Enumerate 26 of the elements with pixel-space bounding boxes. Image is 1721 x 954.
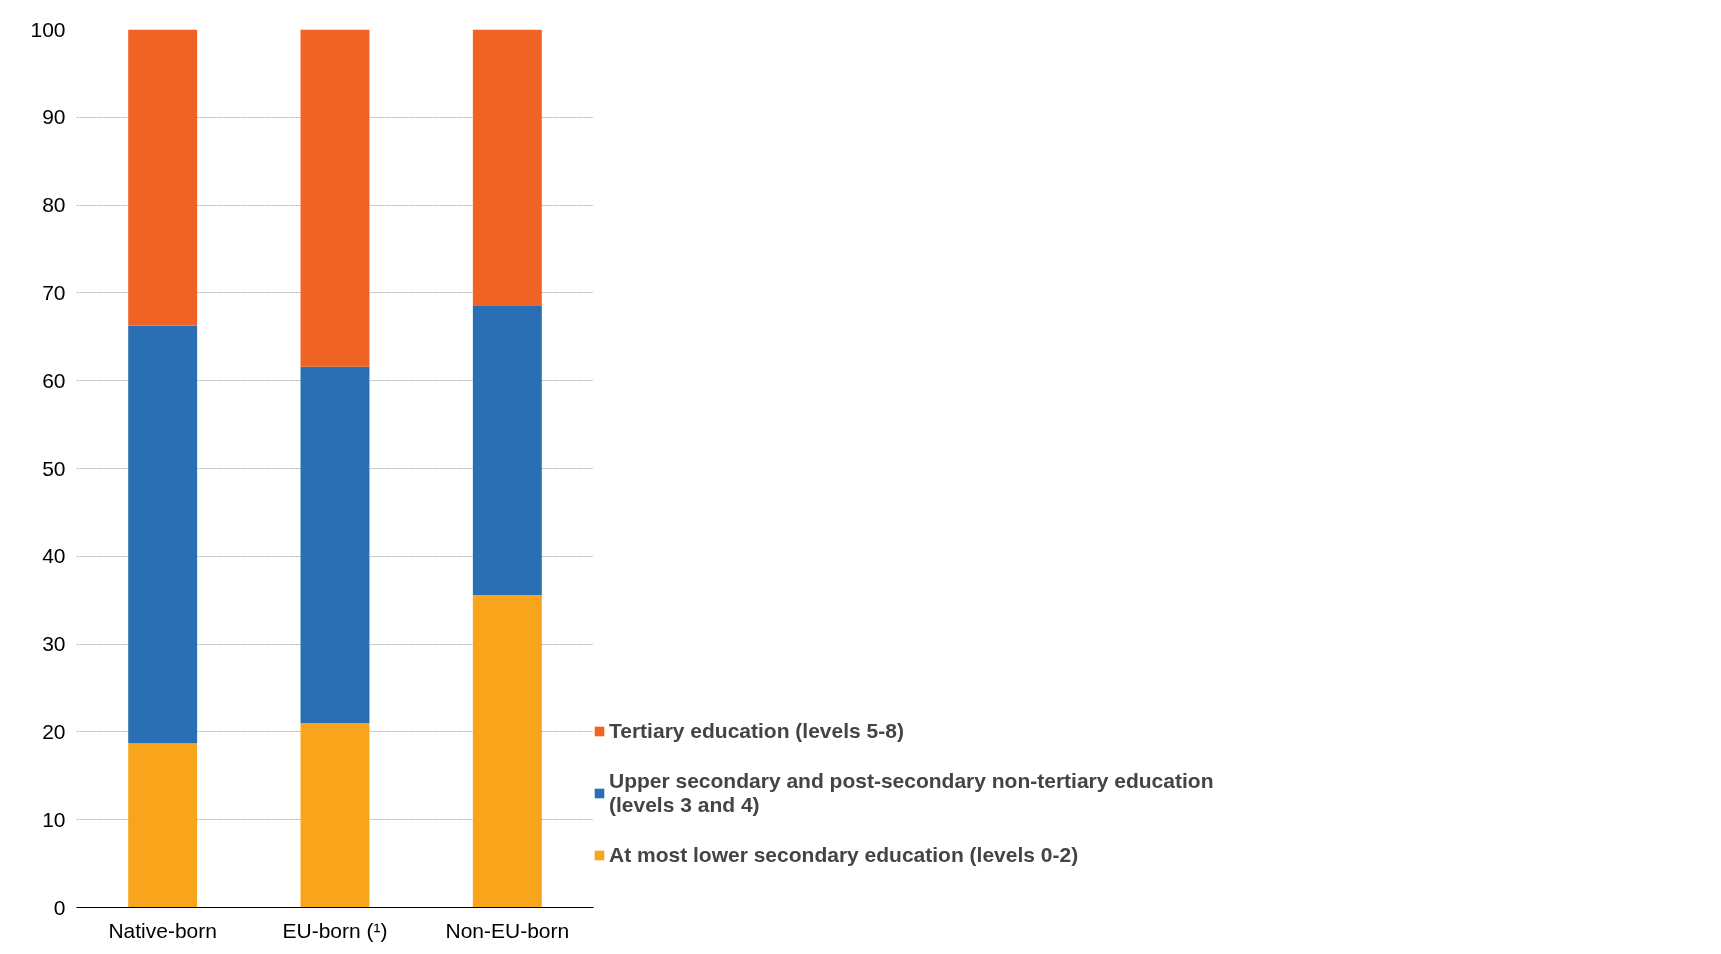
bar (128, 743, 198, 908)
y-tick-label: 60 (42, 368, 66, 392)
legend-label: Tertiary education (levels 5-8) (609, 719, 904, 743)
y-tick-label: 90 (42, 105, 66, 129)
x-tick-label: Non-EU-born (445, 918, 570, 942)
y-tick-label: 100 (30, 17, 66, 41)
y-tick-label: 40 (42, 544, 66, 568)
legend-label: At most lower secondary education (levels 0-2) (609, 843, 1079, 867)
legend-label: Upper secondary and post-secondary non-tertiary education (levels 3 and 4) (609, 769, 1214, 817)
bar (472, 594, 542, 908)
x-tick-label: EU-born (¹) (282, 918, 388, 942)
bar (472, 29, 542, 307)
bar (300, 723, 370, 908)
bar (128, 325, 198, 744)
y-tick-label: 10 (42, 807, 66, 831)
y-tick-label: 80 (42, 193, 66, 217)
bar (472, 306, 542, 595)
y-tick-label: 50 (42, 456, 66, 480)
y-tick-label: 30 (42, 632, 66, 656)
y-tick-label: 70 (42, 280, 66, 304)
y-tick-label: 0 (53, 895, 66, 919)
bar (300, 366, 370, 724)
y-tick-label: 20 (42, 719, 66, 743)
bar (300, 29, 370, 367)
bar (128, 29, 198, 326)
x-tick-label: Native-born (108, 918, 217, 942)
